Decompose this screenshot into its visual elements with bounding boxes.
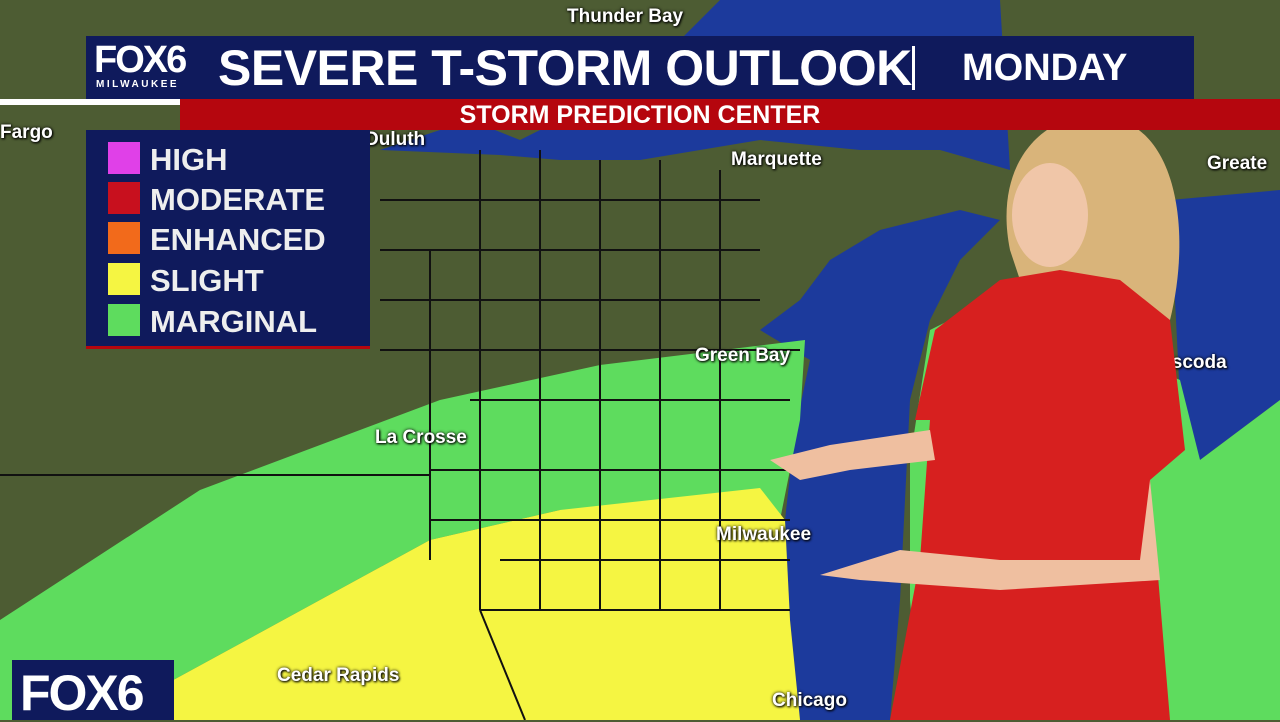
divider xyxy=(912,46,915,90)
legend-label: SLIGHT xyxy=(150,263,264,298)
marginal-area xyxy=(0,340,805,720)
subtitle-banner: STORM PREDICTION CENTER xyxy=(180,99,1280,130)
swatch xyxy=(108,304,140,336)
city-label: Chicago xyxy=(772,690,847,711)
subtitle: STORM PREDICTION CENTER xyxy=(459,101,821,129)
swatch xyxy=(108,263,140,295)
logo-subtitle: MILWAUKEE xyxy=(96,79,180,90)
bug-text: FOX6 xyxy=(20,665,145,721)
title-banner: FOX6 MILWAUKEE SEVERE T-STORM OUTLOOK MO… xyxy=(86,36,1194,99)
city-label: Milwaukee xyxy=(716,524,812,545)
city-label: Marquette xyxy=(731,149,822,170)
divider xyxy=(0,99,180,105)
risk-legend: HIGH MODERATE ENHANCED SLIGHT MARGINAL xyxy=(86,130,370,349)
lake-huron xyxy=(1170,190,1280,460)
city-label: Duluth xyxy=(365,129,426,150)
legend-label: MODERATE xyxy=(150,182,326,217)
city-label: Thunder Bay xyxy=(567,6,684,27)
city-label: La Crosse xyxy=(375,427,467,448)
swatch xyxy=(108,142,140,174)
city-label: Cedar Rapids xyxy=(277,665,400,686)
city-label: Greate xyxy=(1207,153,1268,174)
city-label: Fargo xyxy=(0,122,53,143)
legend-label: ENHANCED xyxy=(150,222,326,257)
slight-area xyxy=(100,488,800,720)
swatch xyxy=(108,182,140,214)
day-label: MONDAY xyxy=(962,47,1128,89)
legend-label: MARGINAL xyxy=(150,304,318,339)
page-title: SEVERE T-STORM OUTLOOK xyxy=(218,40,912,96)
fox6-logo: FOX6 xyxy=(94,39,187,81)
city-label: Green Bay xyxy=(695,345,791,366)
swatch xyxy=(108,222,140,254)
legend-label: HIGH xyxy=(150,142,228,177)
fox6-bug-logo: FOX6 xyxy=(12,660,174,721)
